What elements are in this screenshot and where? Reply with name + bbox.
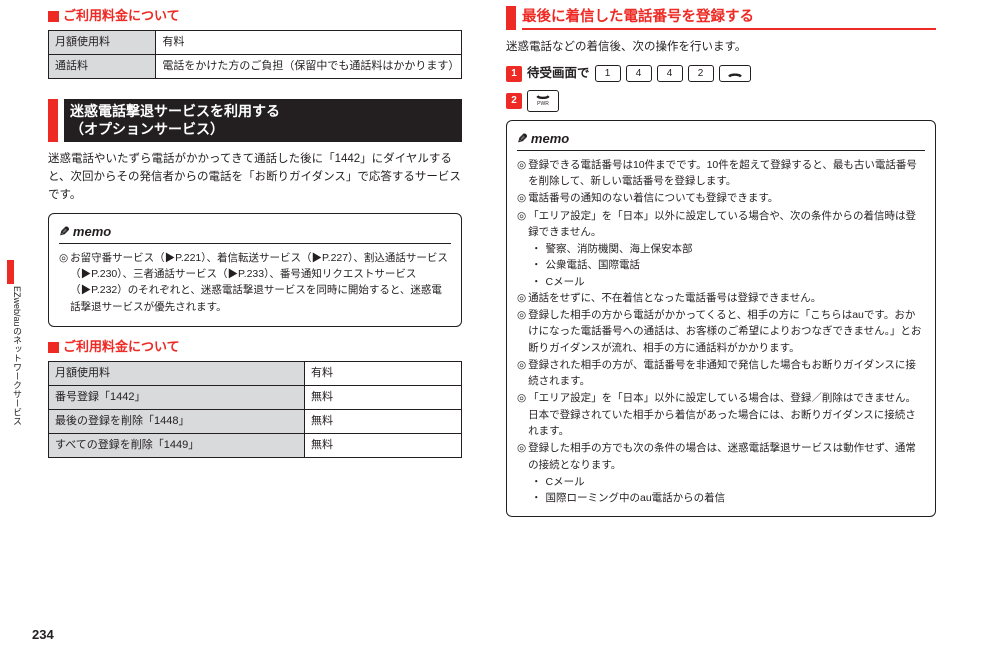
memo-right-item-5: ◎登録された相手の方が、電話番号を非通知で発信した場合もお断りガイダンスに接続さ… [517,357,925,390]
t2-r0-c1: 有料 [305,362,462,386]
register-intro: 迷惑電話などの着信後、次の操作を行います。 [506,38,936,56]
memo-box-left: memo ◎ お留守番サービス（▶P.221）、着信転送サービス（▶P.227）… [48,213,462,327]
fee-table-1: 月額使用料 有料 通話料 電話をかけた方のご負担（保留中でも通話料はかかります） [48,30,462,79]
memo-right-item-7-text: 登録した相手の方でも次の条件の場合は、迷惑電話撃退サービスは動作せず、通常の接続… [528,440,925,473]
memo-bullet-icon: ◎ [59,250,68,315]
step-2: 2 PWR [506,90,936,112]
memo-right-item-2-sub-2: ・Cメール [531,274,925,290]
memo-bullet-icon: ◎ [517,357,526,390]
phone-icon [727,69,743,79]
key-1: 1 [595,65,621,82]
step-2-number: 2 [506,93,522,109]
memo-right-item-1-text: 電話番号の通知のない着信についても登録できます。 [528,190,925,206]
memo-right-item-2-sub-2-text: Cメール [546,274,585,290]
t1-r1-c0: 通話料 [49,55,156,79]
section-fee-1: ご利用料金について [48,6,462,26]
t2-r2-c0: 最後の登録を削除「1448」 [49,410,305,434]
call-key-icon [719,65,751,82]
memo-right-item-7-sub-0-text: Cメール [546,474,585,490]
red-bar-icon [48,99,58,141]
memo-right-item-7-sub-1-text: 国際ローミング中のau電話からの着信 [546,490,726,506]
section-service-title-l2: （オプションサービス） [70,121,224,137]
sub-dot-icon: ・ [531,490,542,506]
memo-left-item-0: ◎ お留守番サービス（▶P.221）、着信転送サービス（▶P.227）、割込通話… [59,250,451,315]
memo-right-item-7: ◎登録した相手の方でも次の条件の場合は、迷惑電話撃退サービスは動作せず、通常の接… [517,440,925,473]
t2-r3-c1: 無料 [305,434,462,458]
memo-right-item-4: ◎登録した相手の方から電話がかかってくると、相手の方に「こちらはauです。おかけ… [517,307,925,356]
memo-bullet-icon: ◎ [517,208,526,241]
section-service-title: 迷惑電話撃退サービスを利用する （オプションサービス） [64,99,462,141]
section-fee-2: ご利用料金について [48,337,462,357]
t1-r1-c1: 電話をかけた方のご負担（保留中でも通話料はかかります） [156,55,462,79]
right-column: 最後に着信した電話番号を登録する 迷惑電話などの着信後、次の操作を行います。 1… [506,6,936,527]
key-2: 2 [688,65,714,82]
power-key-icon: PWR [527,90,559,112]
memo-right-item-0-text: 登録できる電話番号は10件までです。10件を超えて登録すると、最も古い電話番号を… [528,157,925,190]
memo-right-item-7-sub-1: ・国際ローミング中のau電話からの着信 [531,490,925,506]
side-tab: EZweb/auのネットワークサービス [7,260,25,426]
power-key-label: PWR [537,102,549,107]
sub-dot-icon: ・ [531,257,542,273]
memo-box-right: memo ◎登録できる電話番号は10件までです。10件を超えて登録すると、最も古… [506,120,936,518]
red-square-icon [48,11,59,22]
memo-right-item-7-sub-0: ・Cメール [531,474,925,490]
t2-r0-c0: 月額使用料 [49,362,305,386]
step-1: 1 待受画面で 1 4 4 2 [506,64,936,83]
step-1-number: 1 [506,66,522,82]
page-number: 234 [32,625,54,645]
memo-right-item-6-text: 「エリア設定」を「日本」以外に設定している場合は、登録／削除はできません。日本で… [528,390,925,439]
memo-left-item-0-text: お留守番サービス（▶P.221）、着信転送サービス（▶P.227）、割込通話サー… [70,250,451,315]
red-bar-icon-2 [506,6,516,30]
memo-right-item-2-text: 「エリア設定」を「日本」以外に設定している場合や、次の条件からの着信時は登録でき… [528,208,925,241]
t1-r0-c0: 月額使用料 [49,31,156,55]
memo-right-item-3: ◎通話をせずに、不在着信となった電話番号は登録できません。 [517,290,925,306]
t2-r3-c0: すべての登録を削除「1449」 [49,434,305,458]
memo-bullet-icon: ◎ [517,440,526,473]
step-1-label: 待受画面で [527,64,590,83]
memo-right-item-2-sub-1: ・公衆電話、国際電話 [531,257,925,273]
sub-dot-icon: ・ [531,474,542,490]
memo-bullet-icon: ◎ [517,190,526,206]
memo-right-item-4-text: 登録した相手の方から電話がかかってくると、相手の方に「こちらはauです。おかけに… [528,307,925,356]
memo-right-item-2-sub-0: ・警察、消防機関、海上保安本部 [531,241,925,257]
memo-right-item-3-text: 通話をせずに、不在着信となった電話番号は登録できません。 [528,290,925,306]
t2-r1-c0: 番号登録「1442」 [49,386,305,410]
sub-dot-icon: ・ [531,241,542,257]
section-register-title: 最後に着信した電話番号を登録する [522,6,936,30]
sub-dot-icon: ・ [531,274,542,290]
memo-right-item-2-sub-0-text: 警察、消防機関、海上保安本部 [546,241,693,257]
key-4a: 4 [626,65,652,82]
memo-right-item-0: ◎登録できる電話番号は10件までです。10件を超えて登録すると、最も古い電話番号… [517,157,925,190]
memo-right-item-6: ◎「エリア設定」を「日本」以外に設定している場合は、登録／削除はできません。日本… [517,390,925,439]
memo-bullet-icon: ◎ [517,157,526,190]
memo-right-item-1: ◎電話番号の通知のない着信についても登録できます。 [517,190,925,206]
memo-right-item-5-text: 登録された相手の方が、電話番号を非通知で発信した場合もお断りガイダンスに接続され… [528,357,925,390]
side-tab-marker [7,260,14,284]
side-tab-label: EZweb/auのネットワークサービス [9,286,23,426]
key-4b: 4 [657,65,683,82]
memo-bullet-icon: ◎ [517,390,526,439]
t1-r0-c1: 有料 [156,31,462,55]
memo-bullet-icon: ◎ [517,307,526,356]
left-column: ご利用料金について 月額使用料 有料 通話料 電話をかけた方のご負担（保留中でも… [32,6,462,527]
section-fee-1-title: ご利用料金について [63,6,180,26]
memo-right-item-2-sub-1-text: 公衆電話、国際電話 [546,257,641,273]
red-square-icon-2 [48,342,59,353]
section-service: 迷惑電話撃退サービスを利用する （オプションサービス） [48,99,462,141]
memo-bullet-icon: ◎ [517,290,526,306]
t2-r2-c1: 無料 [305,410,462,434]
t2-r1-c1: 無料 [305,386,462,410]
memo-title-left: memo [59,222,451,244]
section-service-title-l1: 迷惑電話撃退サービスを利用する [70,103,280,119]
memo-title-right: memo [517,129,925,151]
fee-table-2: 月額使用料 有料 番号登録「1442」 無料 最後の登録を削除「1448」 無料… [48,361,462,458]
service-description: 迷惑電話やいたずら電話がかかってきて通話した後に「1442」にダイヤルすると、次… [48,150,462,205]
memo-right-item-2: ◎「エリア設定」を「日本」以外に設定している場合や、次の条件からの着信時は登録で… [517,208,925,241]
section-register: 最後に着信した電話番号を登録する [506,6,936,30]
section-fee-2-title: ご利用料金について [63,337,180,357]
